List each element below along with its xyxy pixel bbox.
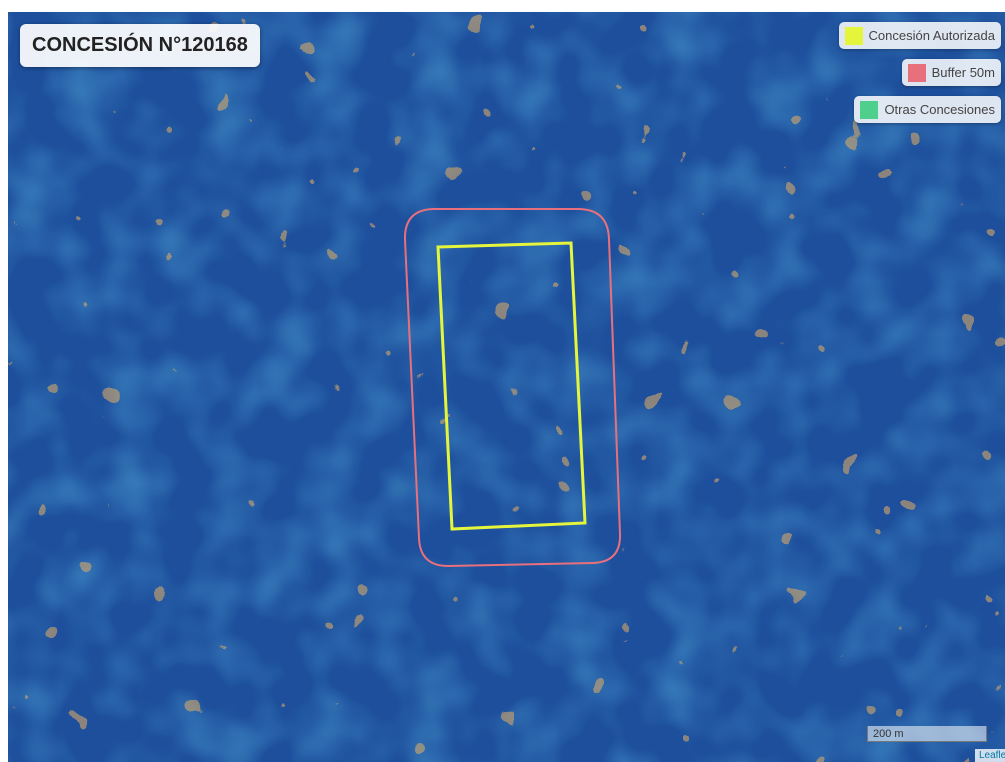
title-box: CONCESIÓN N°120168 xyxy=(20,24,260,67)
map-canvas xyxy=(8,12,1005,762)
legend-item[interactable]: Buffer 50m xyxy=(901,59,1001,86)
concession-polygon[interactable] xyxy=(436,241,587,531)
legend-label: Buffer 50m xyxy=(931,65,995,80)
legend: Concesión Autorizada Buffer 50m Otras Co… xyxy=(838,22,1001,123)
legend-swatch xyxy=(860,100,879,119)
scale-label: 200 m xyxy=(873,728,904,740)
legend-swatch xyxy=(907,63,926,82)
imagery-texture xyxy=(8,12,1005,762)
map[interactable]: CONCESIÓN N°120168 Concesión Autorizada … xyxy=(8,12,1005,762)
title: CONCESIÓN N°120168 xyxy=(32,34,248,56)
legend-item[interactable]: Otras Concesiones xyxy=(854,96,1001,123)
legend-item[interactable]: Concesión Autorizada xyxy=(838,22,1001,49)
legend-label: Otras Concesiones xyxy=(884,102,995,117)
legend-swatch xyxy=(844,26,863,45)
legend-label: Concesión Autorizada xyxy=(868,28,995,43)
attribution-link[interactable]: Leaflet xyxy=(978,750,1005,761)
buffer-polygon[interactable] xyxy=(403,208,622,568)
attribution[interactable]: Leaflet xyxy=(974,749,1005,762)
scale-bar: 200 m xyxy=(867,726,987,742)
